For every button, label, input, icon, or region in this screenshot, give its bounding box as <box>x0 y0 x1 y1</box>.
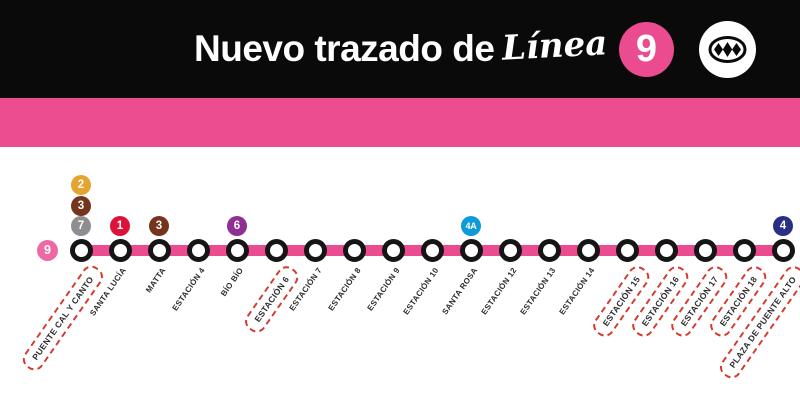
station-marker <box>771 238 795 262</box>
transfer-badge-line-1: 1 <box>110 216 130 236</box>
station-marker <box>654 238 678 262</box>
transfer-badge-line-3: 3 <box>149 216 169 236</box>
transfer-badge-line-3: 3 <box>71 195 91 216</box>
transfer-badge-line-6: 6 <box>227 216 247 236</box>
page-title: Nuevo trazado de <box>194 28 495 69</box>
pink-band <box>0 98 800 147</box>
station-marker <box>576 238 600 262</box>
station-marker <box>303 238 327 262</box>
metro-line-diagram: 9 2 3 7 PUENTE CAL Y CANTO 1 SANTA LUCÍA 3 MATT… <box>0 147 800 416</box>
line-9-number-badge: 9 <box>619 22 674 77</box>
station-marker <box>69 238 93 262</box>
station-label: ESTACIÓN 9 <box>365 266 402 313</box>
station-marker <box>498 238 522 262</box>
transfer-badge-line-7: 7 <box>71 216 91 236</box>
station-marker <box>108 238 132 262</box>
station-marker <box>264 238 288 262</box>
station-label: MATTA <box>143 266 168 295</box>
station-label: ESTACIÓN 12 <box>479 266 519 317</box>
metro-logo-icon <box>699 21 756 78</box>
station-label: ESTACIÓN 8 <box>326 266 363 313</box>
transfer-badge-line-4a: 4A <box>461 216 481 236</box>
station-marker <box>615 238 639 262</box>
station-marker <box>342 238 366 262</box>
station-marker <box>225 238 249 262</box>
station-label: ESTACIÓN 13 <box>518 266 558 317</box>
station-label: PUENTE CAL Y CANTO <box>19 262 108 375</box>
transfer-badge-line-4: 4 <box>773 216 793 236</box>
station-marker <box>693 238 717 262</box>
station-label: SANTA ROSA <box>440 266 480 317</box>
station-label: ESTACIÓN 4 <box>170 266 207 313</box>
station-label: ESTACIÓN 10 <box>401 266 441 317</box>
station-label: BÍO BÍO <box>219 266 246 299</box>
line-word-script: Línea <box>501 23 609 69</box>
station-marker <box>186 238 210 262</box>
station-marker <box>420 238 444 262</box>
header: Nuevo trazado de Línea 9 <box>0 0 800 98</box>
station-marker <box>732 238 756 262</box>
station-label: ESTACIÓN 14 <box>557 266 597 317</box>
station-marker <box>381 238 405 262</box>
station-marker <box>459 238 483 262</box>
transfer-badge-line-2: 2 <box>71 175 91 196</box>
station-marker <box>537 238 561 262</box>
station-marker <box>147 238 171 262</box>
line-number-start-badge: 9 <box>37 239 58 261</box>
